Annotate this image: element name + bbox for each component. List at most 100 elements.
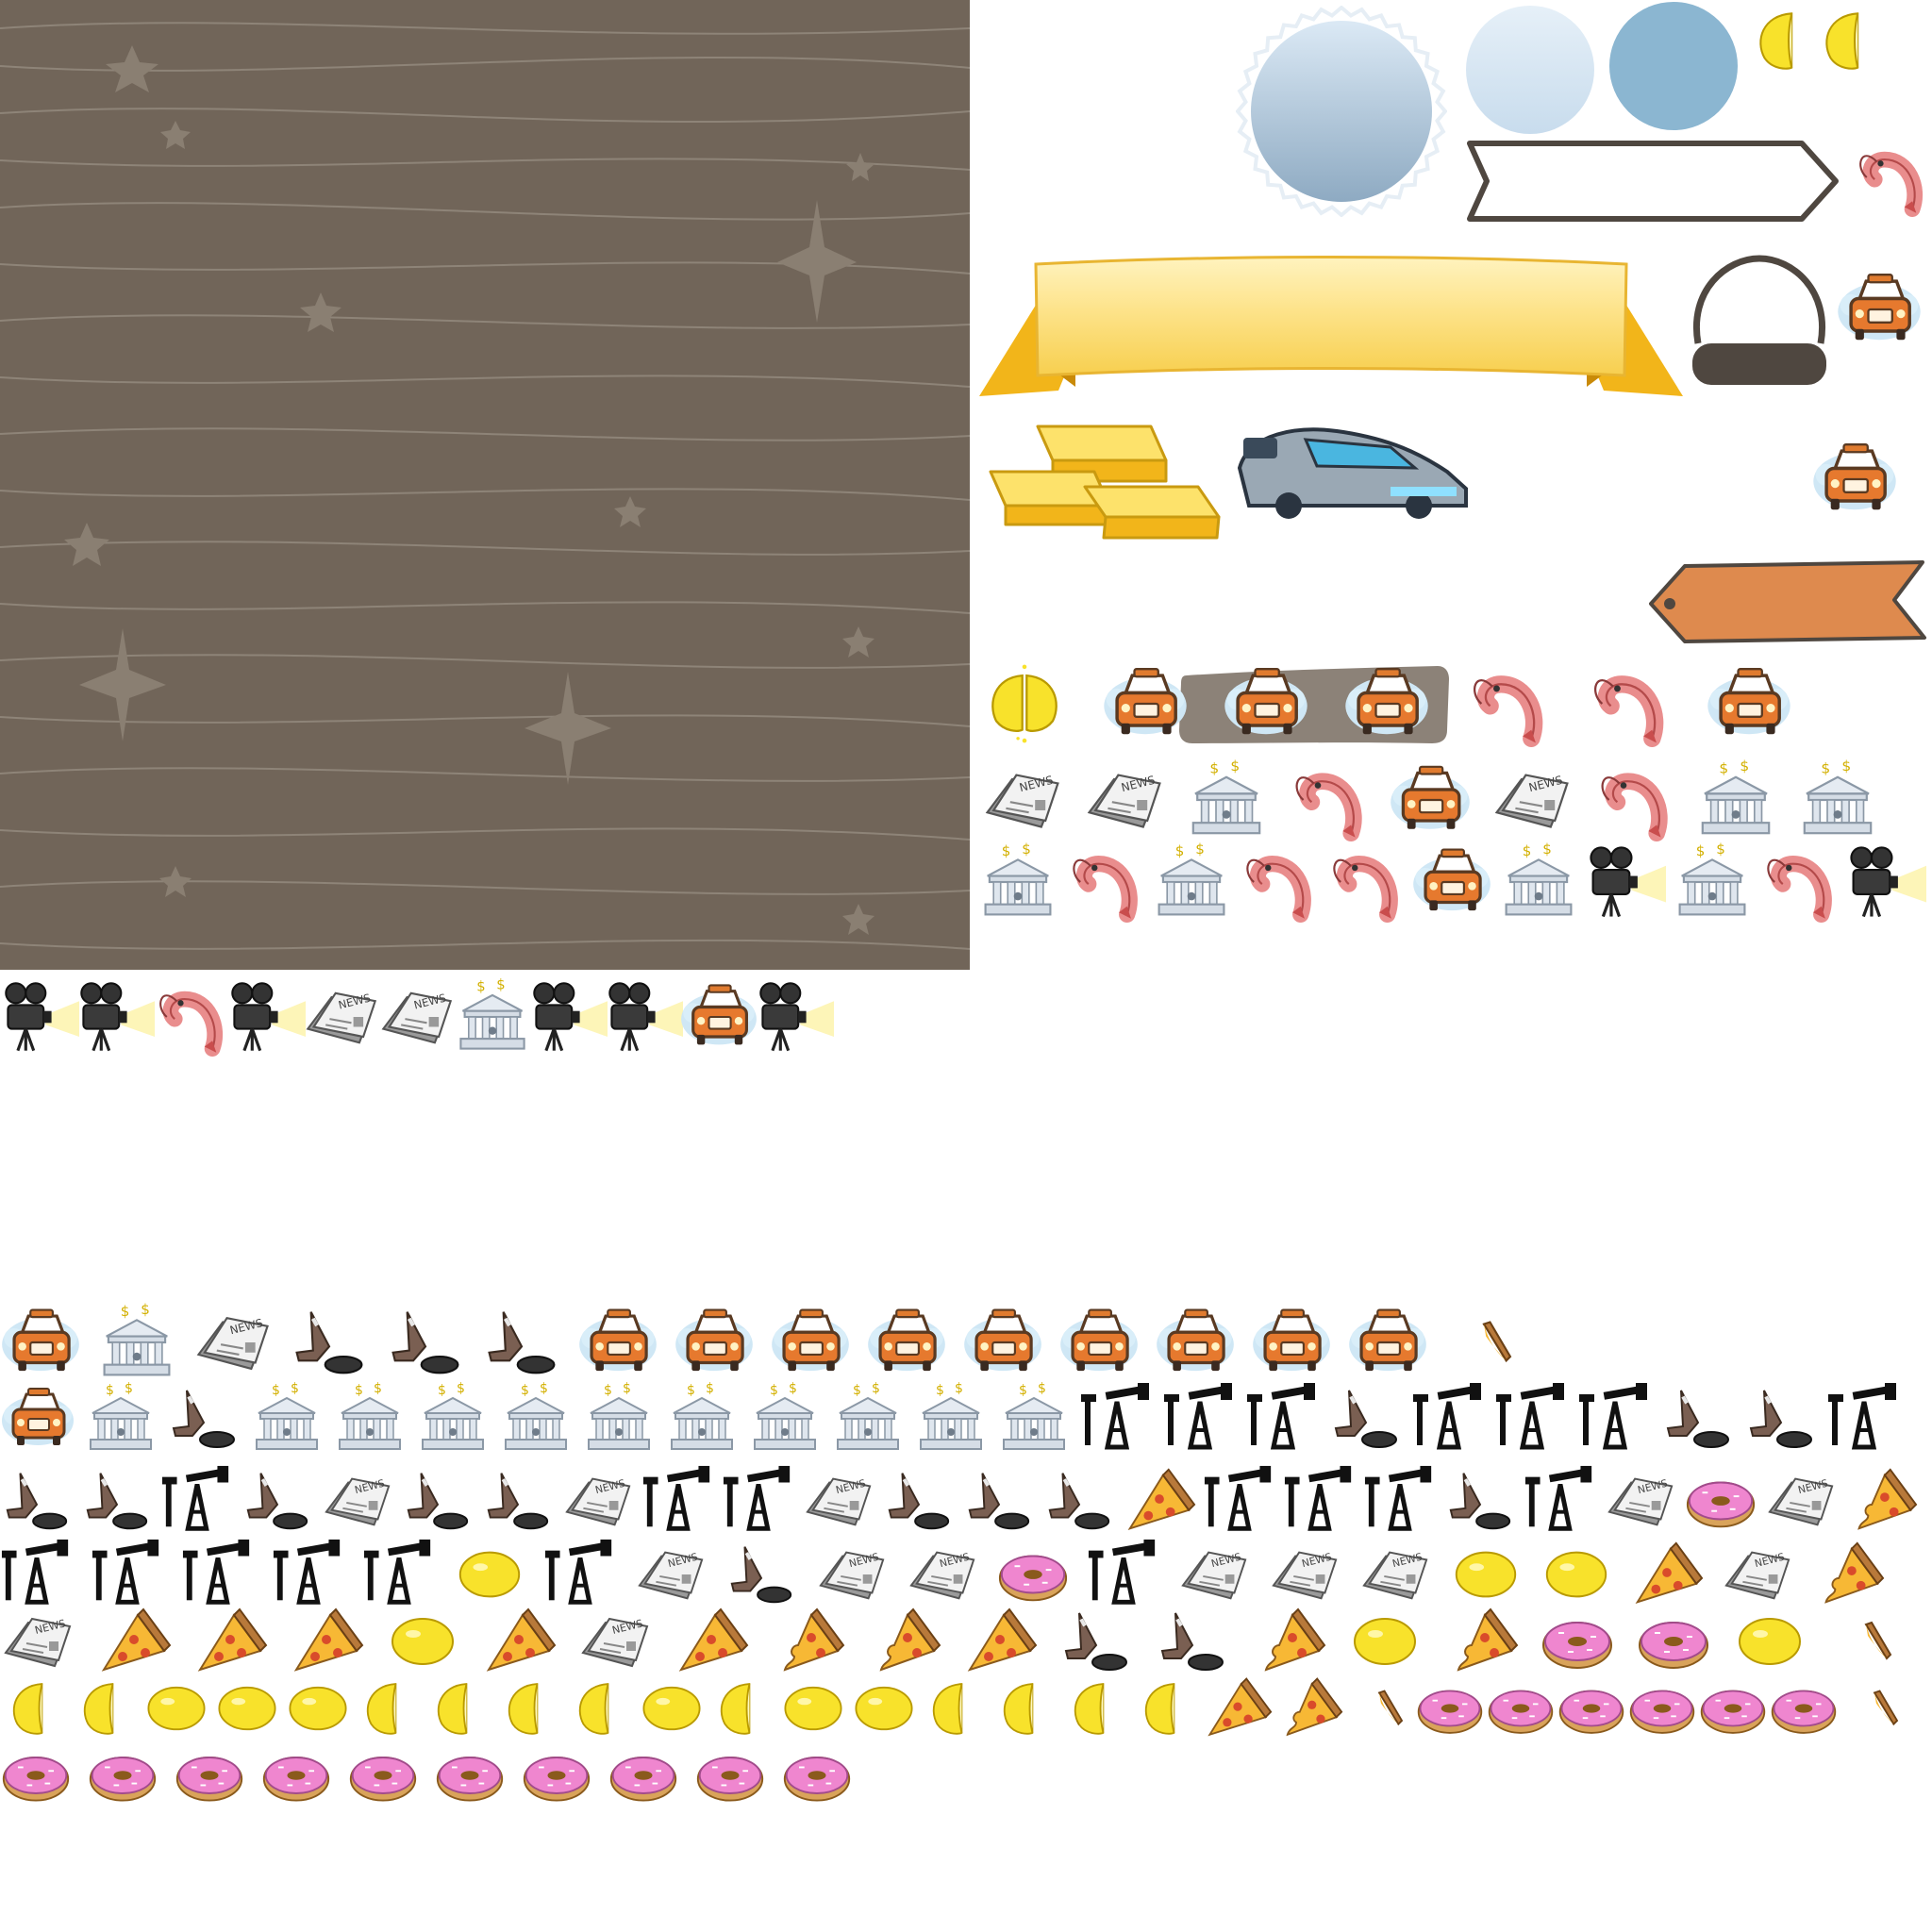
lemon-half-icon — [991, 1674, 1060, 1743]
hockey-icon — [1042, 1464, 1116, 1538]
newspaper-icon — [321, 1464, 394, 1538]
pizza-icon — [96, 1604, 172, 1679]
lemon-half-icon — [354, 1674, 424, 1743]
shrimp-icon — [1238, 841, 1319, 923]
lemon-icon — [283, 1674, 353, 1743]
lemon-icon — [1449, 1538, 1523, 1611]
taxi-icon — [1389, 758, 1472, 841]
arrow-label-frame — [1467, 141, 1839, 222]
newspaper-icon — [802, 1464, 875, 1538]
donut-icon — [608, 1740, 679, 1811]
newspaper-icon — [1491, 758, 1574, 841]
oil-pump-icon — [722, 1464, 795, 1538]
bank-icon — [664, 1381, 740, 1457]
pizza-icon — [1630, 1538, 1704, 1611]
hockey-icon — [481, 1302, 562, 1383]
lemon-split-icon — [981, 660, 1068, 747]
oil-pump-icon — [362, 1538, 436, 1611]
hanging-sign-frame — [1692, 255, 1826, 385]
pizza-icon — [192, 1604, 268, 1679]
bank-icon — [1796, 758, 1879, 841]
oil-pump-icon — [543, 1538, 617, 1611]
oil-pump-icon — [1577, 1381, 1653, 1457]
shrimp-icon — [1851, 138, 1930, 217]
taxi-icon — [1102, 660, 1189, 747]
bank-icon — [1498, 841, 1579, 923]
taxi-icon — [0, 1381, 75, 1457]
taxi-icon — [679, 977, 758, 1057]
lemon-icon — [212, 1674, 282, 1743]
scalloped-badge — [1236, 6, 1447, 217]
newspaper-icon — [906, 1538, 979, 1611]
bank-icon — [83, 1381, 158, 1457]
newspaper-icon — [634, 1538, 708, 1611]
bank-icon — [830, 1381, 906, 1457]
hockey-icon — [1660, 1381, 1736, 1457]
pizza-crumb-icon — [1344, 1674, 1414, 1743]
newspaper-icon — [192, 1302, 274, 1383]
oil-pump-icon — [1245, 1381, 1321, 1457]
lemon-half-icon — [0, 1674, 70, 1743]
lemon-half-icon — [495, 1674, 565, 1743]
oil-pump-icon — [1283, 1464, 1357, 1538]
donut-icon — [1698, 1674, 1768, 1743]
pizza-icon — [289, 1604, 364, 1679]
shrimp-icon — [1758, 841, 1840, 923]
bank-icon — [996, 1381, 1072, 1457]
hockey-icon — [1328, 1381, 1404, 1457]
bank-icon — [332, 1381, 408, 1457]
movie-camera-icon — [604, 977, 683, 1057]
movie-camera-icon — [1585, 841, 1666, 923]
bank-icon — [581, 1381, 657, 1457]
lemon-half-icon — [920, 1674, 990, 1743]
lemon-icon — [849, 1674, 919, 1743]
movie-camera-icon — [1845, 841, 1926, 923]
bank-icon — [913, 1381, 989, 1457]
donut-icon — [781, 1740, 853, 1811]
lemon-icon — [1540, 1538, 1613, 1611]
hockey-icon — [289, 1302, 370, 1383]
bank-icon — [747, 1381, 823, 1457]
lemon-half-icon — [566, 1674, 636, 1743]
donut-icon — [347, 1740, 419, 1811]
mid-blue-disc — [1609, 2, 1738, 130]
donut-icon — [1636, 1604, 1711, 1679]
bank-icon — [249, 1381, 325, 1457]
newspaper-icon — [561, 1464, 635, 1538]
hockey-icon — [1743, 1381, 1819, 1457]
pizza-bitten-icon — [866, 1604, 941, 1679]
newspaper-icon — [1358, 1538, 1432, 1611]
oil-pump-icon — [0, 1538, 74, 1611]
taxi-icon — [962, 1302, 1043, 1383]
donut-icon — [694, 1740, 766, 1811]
pizza-crumb-icon — [1828, 1604, 1904, 1679]
taxi-icon — [1251, 1302, 1332, 1383]
pizza-bitten-icon — [1274, 1674, 1343, 1743]
donut-icon — [87, 1740, 158, 1811]
hockey-icon — [80, 1464, 154, 1538]
lemon-half-icon — [1811, 2, 1889, 79]
shrimp-icon — [1064, 841, 1145, 923]
donut-icon — [434, 1740, 506, 1811]
pizza-icon — [962, 1604, 1038, 1679]
movie-camera-icon — [226, 977, 306, 1057]
oil-pump-icon — [1363, 1464, 1437, 1538]
bank-icon — [1694, 758, 1777, 841]
pizza-bitten-icon — [1443, 1604, 1519, 1679]
oil-pump-icon — [1411, 1381, 1487, 1457]
taxi-icon — [1706, 660, 1792, 747]
newspaper-icon — [302, 977, 381, 1057]
panel-stars — [64, 45, 874, 935]
hockey-icon — [166, 1381, 242, 1457]
lemon-half-icon — [71, 1674, 141, 1743]
donut-icon — [260, 1740, 332, 1811]
taxi-icon — [866, 1302, 947, 1383]
movie-camera-icon — [75, 977, 155, 1057]
pizza-bitten-icon — [1844, 1464, 1918, 1538]
pizza-bitten-icon — [1811, 1538, 1885, 1611]
newspaper-icon — [1083, 758, 1166, 841]
oil-pump-icon — [1826, 1381, 1902, 1457]
oil-pump-icon — [160, 1464, 234, 1538]
hockey-icon — [1443, 1464, 1517, 1538]
